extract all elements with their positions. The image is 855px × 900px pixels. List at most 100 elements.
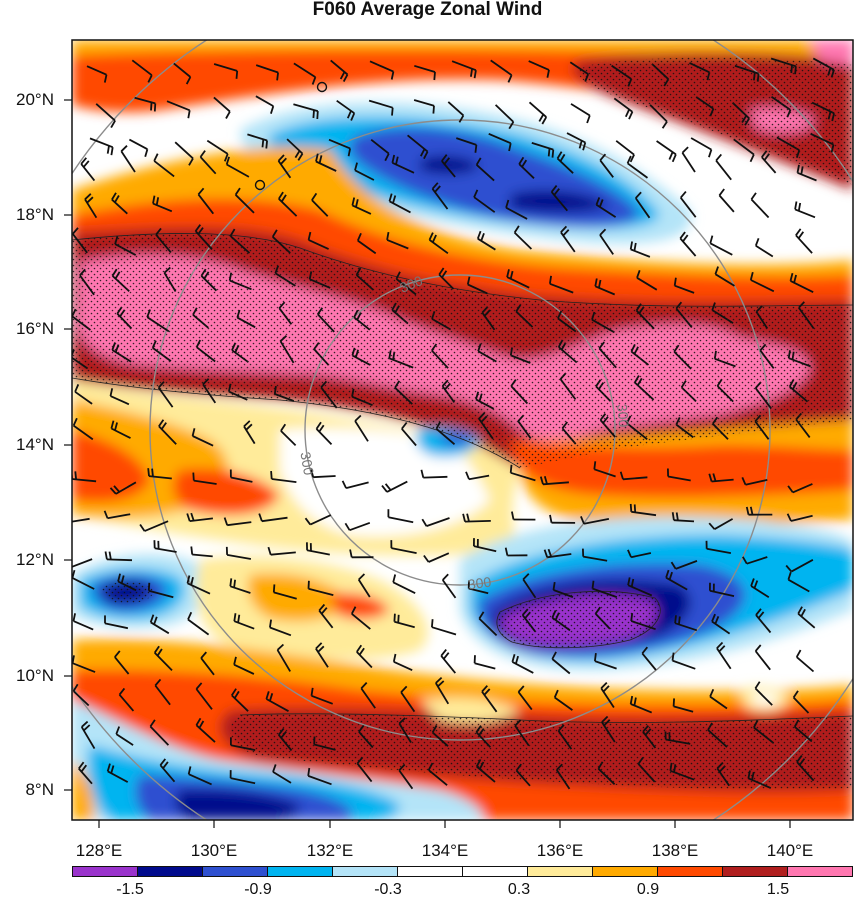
wind-barb [74,391,93,405]
lon-label: 140°E [766,841,814,860]
wind-barb-flag [115,726,121,735]
wind-barb-flag [398,763,406,772]
wind-barb-flag [431,311,436,320]
wind-barb-flag [150,102,153,111]
wind-barb-flag [311,76,317,85]
wind-barb [349,521,371,532]
wind-barb-flag [114,271,121,280]
wind-barb-flag [791,351,795,360]
wind-barb [473,196,496,213]
wind-barb-flag [521,608,529,616]
wind-barb [716,385,734,403]
wind-barb-flag [635,191,642,199]
wind-barb [278,307,293,325]
wind-barb [550,191,568,212]
wind-barb-flag [753,719,759,728]
wind-barb [748,777,772,789]
lon-label: 134°E [421,841,469,860]
wind-barb [274,393,295,402]
wind-barb [714,357,736,368]
wind-barb-flag [509,347,513,356]
wind-barb-flag [84,193,92,200]
wind-barb-flag [392,351,396,360]
wind-barb [393,660,413,672]
wind-barb-flag [72,227,79,235]
wind-barb-flag [358,647,365,656]
wind-barb [72,315,91,331]
wind-barb [229,235,251,254]
wind-barb-flag [356,232,362,241]
wind-barb-flag [675,417,681,425]
wind-barb-flag [351,197,356,206]
wind-barb-flag [827,111,832,120]
wind-barb-flag [160,422,167,430]
wind-barb [745,479,768,486]
wind-barb-flag [86,196,94,204]
wind-barb-flag [346,110,352,119]
lat-label: 14°N [16,435,54,454]
wind-barb-flag [318,155,323,164]
wind-barb [583,555,608,562]
wind-barb [597,768,616,785]
wind-barb [559,378,577,400]
wind-barb-flag [381,485,388,493]
axis-ticks [64,99,791,828]
wind-barb [400,691,416,713]
wind-barb-flag [158,419,165,427]
wind-barb-flag [800,166,804,175]
wind-barb-flag [114,344,120,353]
wind-barb [233,663,255,675]
wind-barb [681,152,696,173]
wind-barb-flag [278,301,286,309]
wind-barb [680,386,697,403]
wind-barb [627,584,653,597]
wind-barb-flag [629,241,633,250]
lon-label: 132°E [306,841,354,860]
wind-barb-flag [307,767,311,777]
wind-barb-flag [554,612,560,621]
wind-barb [790,559,814,573]
wind-barb-flag [351,606,357,615]
wind-barb-flag [358,573,366,581]
wind-barb-flag [750,578,755,587]
wind-barb-flag [441,379,449,387]
wind-barb [72,233,88,254]
wind-barb [279,340,295,364]
wind-barb-flag [78,761,85,770]
wind-barb [155,234,172,253]
wind-barb [226,554,252,560]
wind-barb [750,198,770,219]
wind-barb [227,521,252,527]
wind-barb-flag [593,461,597,470]
wind-barb [131,59,153,76]
wind-barb-flag [465,471,470,480]
wind-barb [627,162,649,179]
wind-barb [146,316,170,333]
wind-barb [370,138,390,155]
wind-barb-flag [797,202,802,212]
colorbar-swatch [137,866,203,877]
wind-barb-flag [757,611,765,619]
wind-barb-flag [637,756,644,765]
wind-barb-flag [795,149,801,158]
wind-barb-flag [72,613,76,622]
wind-barb [690,137,712,151]
wind-barb [488,132,512,145]
wind-barb-flag [271,229,278,238]
wind-barb-flag [800,608,806,617]
lat-label: 16°N [16,319,54,338]
wind-barb-flag [626,415,632,424]
wind-barb [423,475,448,479]
wind-barb-flag [428,232,434,241]
wind-barb [549,282,574,294]
wind-barb [196,346,216,363]
wind-barb [148,589,174,599]
wind-barb-flag [190,512,195,521]
wind-barb [72,577,95,590]
wind-barbs [72,57,835,790]
wind-barb-flag [308,271,313,280]
wind-barb-flag [80,157,87,165]
wind-barb-flag [711,302,716,311]
wind-barb-flag [591,580,595,589]
